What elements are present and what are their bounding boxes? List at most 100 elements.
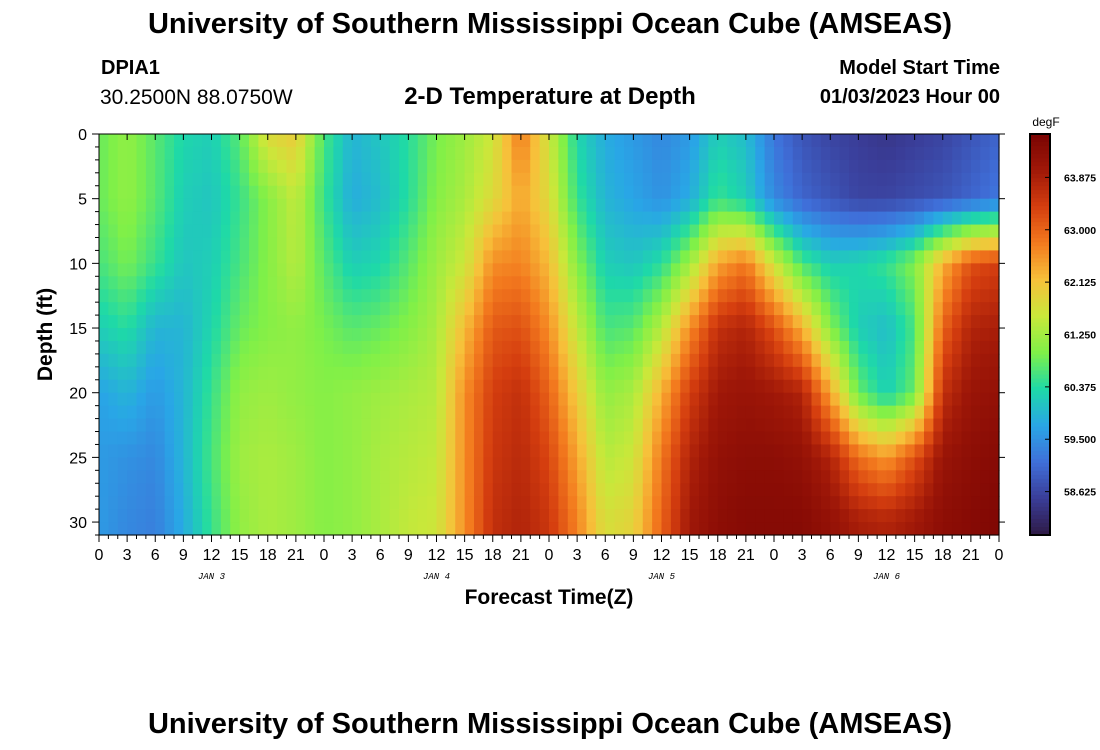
heatmap-cell — [408, 134, 419, 148]
heatmap-cell — [839, 405, 850, 420]
x-tick-label: 0 — [320, 547, 329, 564]
heatmap-cell — [127, 263, 138, 277]
heatmap-cell — [145, 289, 156, 303]
heatmap-cell — [839, 328, 850, 342]
heatmap-cell — [455, 483, 466, 497]
heatmap-cell — [942, 431, 953, 446]
heatmap-cell — [286, 522, 297, 536]
heatmap-cell — [361, 483, 372, 497]
heatmap-cell — [905, 263, 916, 277]
heatmap-cell — [924, 198, 934, 213]
heatmap-cell — [408, 418, 419, 433]
heatmap-cell — [164, 509, 175, 523]
heatmap-cell — [502, 340, 513, 355]
heatmap-cell — [483, 379, 494, 394]
heatmap-cell — [755, 198, 766, 213]
heatmap-cell — [370, 146, 381, 161]
heatmap-cell — [802, 146, 813, 161]
heatmap-cell — [192, 457, 203, 471]
colorbar-swatch — [1030, 282, 1050, 287]
heatmap-cell — [483, 328, 494, 342]
heatmap-cell — [445, 340, 456, 355]
heatmap-cell — [305, 509, 316, 523]
heatmap-cell — [624, 224, 634, 239]
heatmap-cell — [427, 509, 438, 523]
heatmap-cell — [108, 159, 119, 174]
colorbar-swatch — [1030, 334, 1050, 340]
heatmap-cell — [220, 315, 231, 329]
heatmap-cell — [370, 366, 381, 381]
heatmap-cell — [717, 159, 728, 174]
heatmap-cell — [895, 302, 906, 316]
heatmap-cell — [820, 198, 831, 213]
heatmap-cell — [595, 509, 606, 523]
heatmap-cell — [239, 263, 250, 277]
heatmap-cell — [220, 224, 231, 239]
heatmap-cell — [249, 353, 259, 368]
heatmap-cell — [549, 353, 559, 368]
heatmap-cell — [277, 276, 288, 290]
heatmap-cell — [905, 146, 916, 161]
heatmap-cell — [708, 496, 719, 510]
day-label: JAN 5 — [648, 572, 676, 582]
x-tick-label: 9 — [179, 547, 188, 564]
heatmap-cell — [586, 483, 597, 497]
heatmap-cell — [867, 146, 878, 161]
heatmap-cell — [277, 263, 288, 277]
heatmap-cell — [277, 392, 288, 407]
heatmap-cell — [502, 379, 513, 394]
heatmap-cell — [586, 431, 597, 446]
heatmap-cell — [820, 340, 831, 355]
heatmap-cell — [652, 172, 663, 187]
heatmap-cell — [324, 431, 334, 446]
heatmap-cell — [464, 263, 475, 277]
heatmap-cell — [867, 289, 878, 303]
heatmap-cell — [727, 276, 738, 290]
heatmap-cell — [249, 366, 259, 381]
heatmap-cell — [858, 328, 869, 342]
heatmap-cell — [670, 315, 681, 329]
heatmap-cell — [774, 418, 784, 433]
heatmap-cell — [605, 289, 616, 303]
heatmap-cell — [745, 146, 756, 161]
heatmap-cell — [399, 198, 409, 213]
heatmap-cell — [586, 276, 597, 290]
heatmap-cell — [502, 470, 513, 484]
heatmap-cell — [586, 328, 597, 342]
heatmap-cell — [370, 496, 381, 510]
colorbar-swatch — [1030, 398, 1050, 404]
heatmap-cell — [492, 289, 503, 303]
heatmap-cell — [136, 522, 147, 536]
heatmap-cell — [314, 276, 325, 290]
heatmap-cell — [155, 431, 166, 446]
heatmap-cell — [642, 470, 653, 484]
heatmap-cell — [595, 379, 606, 394]
heatmap-cell — [727, 315, 738, 329]
heatmap-cell — [820, 353, 831, 368]
x-tick-label: 6 — [151, 547, 160, 564]
heatmap-cell — [530, 340, 541, 355]
heatmap-cell — [708, 405, 719, 420]
heatmap-cell — [699, 276, 709, 290]
heatmap-cell — [267, 509, 278, 523]
heatmap-cell — [914, 211, 925, 226]
heatmap-cell — [680, 224, 691, 239]
heatmap-cell — [605, 276, 616, 290]
heatmap-cell — [642, 198, 653, 213]
heatmap-cell — [155, 483, 166, 497]
heatmap-cell — [108, 366, 119, 381]
heatmap-cell — [305, 159, 316, 174]
heatmap-cell — [661, 457, 672, 471]
colorbar-swatch — [1030, 262, 1050, 267]
heatmap-cell — [914, 198, 925, 213]
heatmap-cell — [511, 392, 522, 407]
heatmap-cell — [352, 522, 363, 536]
heatmap-cell — [127, 250, 138, 264]
heatmap-cell — [361, 392, 372, 407]
heatmap-cell — [736, 276, 747, 290]
heatmap-cell — [708, 134, 719, 148]
heatmap-cell — [342, 496, 353, 510]
heatmap-cell — [839, 315, 850, 329]
heatmap-cell — [361, 328, 372, 342]
heatmap-cell — [408, 224, 419, 239]
